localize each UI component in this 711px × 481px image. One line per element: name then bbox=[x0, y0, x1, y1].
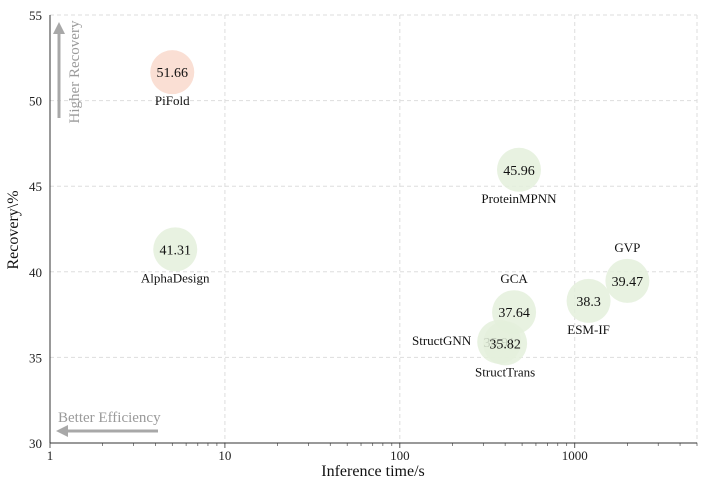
hints: Higher Recovery Better Efficiency bbox=[53, 20, 161, 437]
x-tick-label: 1 bbox=[47, 448, 54, 463]
y-tick-label: 55 bbox=[29, 8, 42, 23]
better-efficiency-hint: Better Efficiency bbox=[58, 410, 161, 426]
axes: 1 10 100 1000 30 35 40 45 50 55 bbox=[29, 8, 698, 463]
grid bbox=[49, 14, 698, 443]
point-value-label: 39.47 bbox=[612, 275, 644, 290]
x-axis-title: Inference time/s bbox=[321, 463, 425, 480]
y-tick-label: 40 bbox=[29, 265, 42, 280]
higher-recovery-hint: Higher Recovery bbox=[67, 20, 83, 123]
point-name-label: GCA bbox=[500, 271, 528, 286]
left-arrowhead-icon bbox=[56, 425, 68, 437]
x-tick-label: 10 bbox=[218, 448, 231, 463]
point-value-label: 35.82 bbox=[489, 337, 521, 352]
x-tick-label: 100 bbox=[390, 448, 410, 463]
x-tick-label: 1000 bbox=[562, 448, 588, 463]
point-name-label: PiFold bbox=[155, 93, 190, 108]
point-name-label: ESM-IF bbox=[567, 322, 610, 337]
point-name-label: ProteinMPNN bbox=[481, 191, 557, 206]
point-value-label: 51.66 bbox=[157, 66, 189, 81]
y-tick-label: 45 bbox=[29, 179, 42, 194]
point-name-label: StructTrans bbox=[475, 364, 535, 379]
y-tick-label: 35 bbox=[29, 350, 42, 365]
point-bubble bbox=[483, 321, 528, 366]
point-bubble bbox=[150, 50, 195, 95]
point-value-label: 38.3 bbox=[576, 295, 601, 310]
point-bubble bbox=[496, 147, 541, 192]
y-axis-title: Recovery\% bbox=[5, 190, 22, 269]
point-name-label: StructGNN bbox=[412, 333, 472, 348]
point-name-label: GVP bbox=[614, 240, 640, 255]
point-bubble bbox=[605, 258, 650, 303]
point-name-label: AlphaDesign bbox=[141, 270, 210, 285]
y-tick-label: 50 bbox=[29, 94, 42, 109]
point-value-label: 41.31 bbox=[159, 243, 191, 258]
point-value-label: 45.96 bbox=[503, 164, 535, 179]
point-bubble bbox=[153, 227, 198, 272]
point-bubble bbox=[566, 278, 611, 323]
data-points: 51.66 PiFold 45.96 ProteinMPNN 41.31 AlphaDes… bbox=[141, 50, 650, 379]
up-arrowhead-icon bbox=[53, 22, 65, 34]
point-value-label: 37.64 bbox=[498, 306, 530, 321]
y-tick-label: 30 bbox=[29, 436, 42, 451]
